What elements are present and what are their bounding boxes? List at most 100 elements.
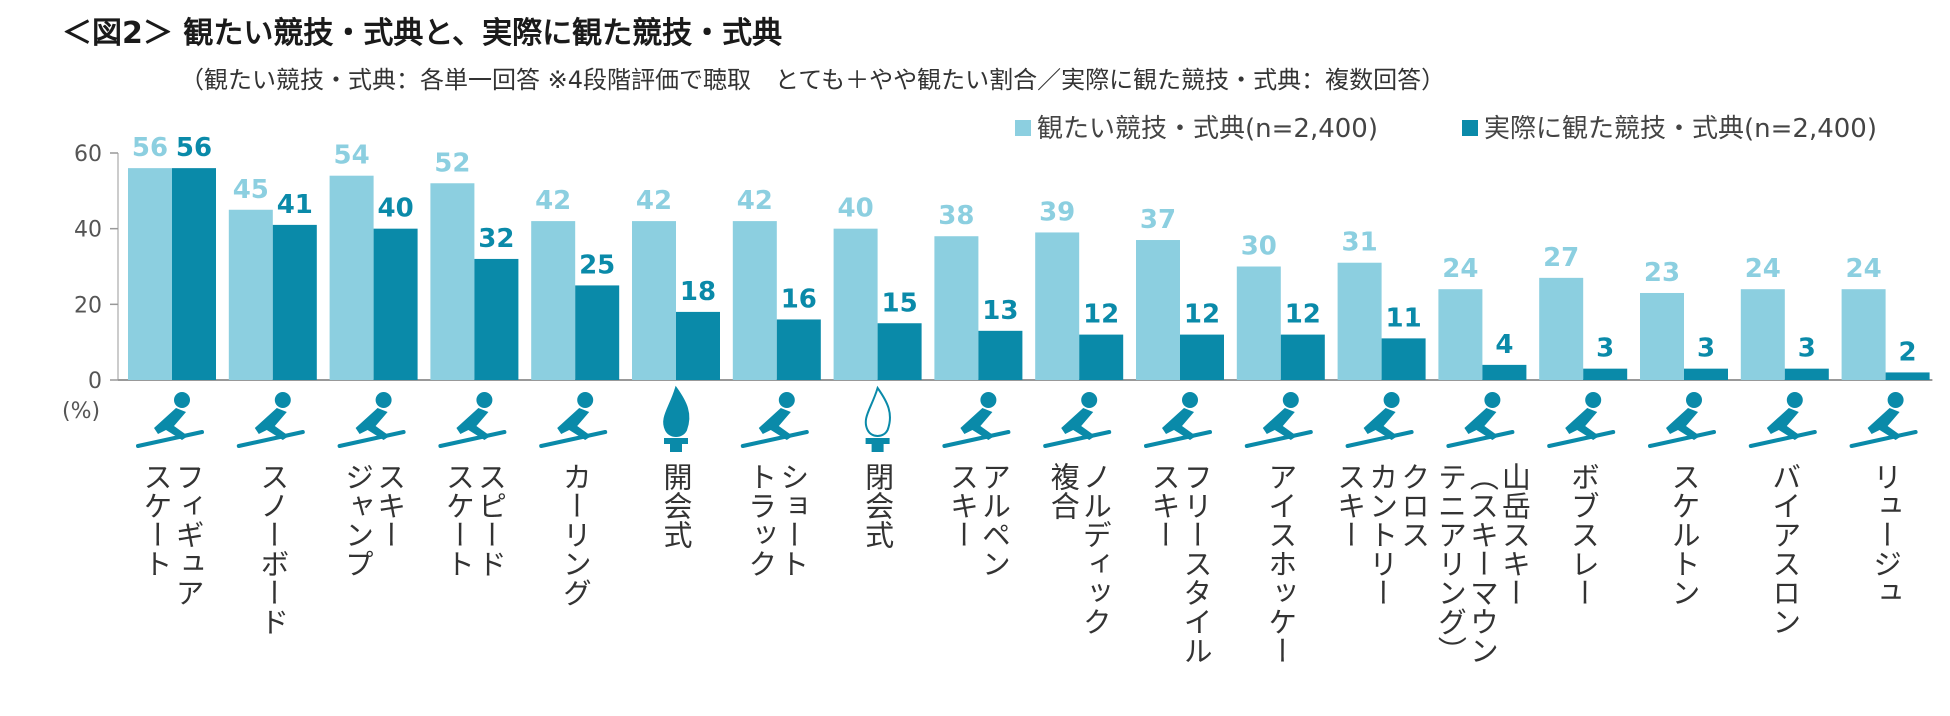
category-label: アイスホッケー	[1264, 462, 1298, 665]
bar-want-to-watch	[1740, 289, 1785, 380]
data-label-want: 54	[334, 141, 370, 171]
biathlon-icon	[1748, 392, 1817, 448]
bar-want-to-watch	[1136, 240, 1180, 380]
category-label: フリースタイル	[1179, 462, 1213, 665]
data-label-want: 24	[1846, 254, 1882, 284]
bar-want-to-watch	[1841, 289, 1886, 380]
category-label: スケート	[441, 462, 475, 578]
data-label-want: 45	[233, 175, 269, 205]
data-label-actual: 12	[1184, 300, 1220, 330]
chart-title: ＜図2＞ 観たい競技・式典と、実際に観た競技・式典	[62, 16, 783, 51]
luge-icon	[1849, 392, 1918, 448]
bar-want-to-watch	[531, 221, 576, 380]
data-label-want: 40	[838, 194, 874, 224]
bar-want-to-watch	[228, 209, 273, 380]
category-label: フィギュア	[171, 462, 205, 607]
bar-actually-watched	[373, 228, 418, 380]
bar-actually-watched	[1079, 334, 1124, 380]
category-label: スケート	[139, 462, 173, 578]
curling-icon	[539, 392, 608, 448]
data-label-want: 24	[1745, 254, 1781, 284]
category-label: ノルディック	[1078, 462, 1112, 636]
legend-label-actual: 実際に観た競技・式典(n=2,400)	[1484, 114, 1877, 144]
short-track-icon	[740, 392, 809, 448]
data-label-want: 30	[1241, 232, 1277, 262]
category-label: トラック	[744, 462, 778, 578]
y-tick-label: 0	[88, 369, 102, 394]
cross-country-skiing-icon	[1345, 392, 1414, 448]
ski-mountaineering-icon	[1446, 392, 1515, 448]
data-label-actual: 4	[1495, 330, 1513, 360]
axes: 0 20 40 60 (%)	[62, 142, 1933, 424]
bar-want-to-watch	[1640, 292, 1684, 380]
category-label: ジャンプ	[341, 462, 375, 578]
category-label: 複合	[1046, 462, 1080, 520]
data-label-actual: 40	[378, 194, 414, 224]
category-label: スキー	[373, 462, 407, 549]
data-label-actual: 3	[1697, 334, 1715, 364]
category-label: ショート	[776, 462, 810, 578]
y-tick-label: 20	[74, 293, 102, 318]
data-label-want: 42	[636, 186, 672, 216]
legend-swatch-actual	[1462, 120, 1478, 136]
alpine-skiing-icon	[942, 392, 1011, 448]
skeleton-icon	[1648, 392, 1716, 448]
data-label-actual: 3	[1798, 334, 1816, 364]
category-label: テニアリング）	[1433, 462, 1467, 665]
data-label-actual: 3	[1596, 334, 1614, 364]
flame-icon	[864, 385, 891, 452]
data-label-want: 23	[1644, 258, 1680, 288]
legend: 観たい競技・式典(n=2,400) 実際に観た競技・式典(n=2,400)	[1015, 114, 1877, 144]
category-label: ボブスレー	[1566, 462, 1600, 607]
bars	[128, 168, 1930, 380]
data-label-actual: 13	[982, 296, 1018, 326]
bar-actually-watched	[877, 323, 922, 380]
bar-actually-watched	[172, 168, 216, 380]
data-label-actual: 15	[882, 288, 918, 318]
bar-actually-watched	[676, 311, 720, 380]
bar-actually-watched	[1885, 372, 1930, 380]
category-label: スキー	[945, 462, 979, 549]
flame-icon	[663, 385, 690, 452]
bar-actually-watched	[474, 258, 519, 380]
bar-actually-watched	[1784, 368, 1829, 380]
category-label: アルペン	[977, 462, 1011, 578]
bar-want-to-watch	[1438, 289, 1483, 380]
category-label: カントリー	[1365, 462, 1399, 607]
data-label-actual: 18	[680, 277, 716, 307]
category-label: 閉会式	[861, 462, 895, 549]
data-label-actual: 11	[1386, 303, 1422, 333]
data-label-want: 52	[434, 148, 470, 178]
bar-actually-watched	[1583, 368, 1628, 380]
data-label-actual: 56	[176, 133, 212, 163]
data-labels: 56 56454154405232422542184216401538133912…	[132, 133, 1917, 367]
bar-want-to-watch	[934, 236, 979, 380]
bar-want-to-watch	[1337, 262, 1382, 380]
data-label-want: 42	[535, 186, 571, 216]
data-label-want: 31	[1342, 228, 1378, 258]
freestyle-skiing-icon	[1144, 392, 1212, 448]
data-label-want: 38	[938, 201, 974, 231]
ice-hockey-icon	[1244, 392, 1313, 448]
data-label-want: 39	[1039, 197, 1075, 227]
legend-swatch-want	[1015, 120, 1031, 136]
category-label: 開会式	[659, 462, 693, 549]
data-label-actual: 2	[1899, 337, 1917, 367]
data-label-want: 37	[1140, 205, 1176, 235]
bar-want-to-watch	[1236, 266, 1281, 380]
data-label-actual: 41	[277, 190, 313, 220]
bar-actually-watched	[272, 224, 317, 380]
bar-actually-watched	[776, 319, 821, 380]
data-label-actual: 16	[781, 284, 817, 314]
nordic-combined-icon	[1043, 392, 1112, 448]
data-label-want: 27	[1543, 243, 1579, 273]
bar-want-to-watch	[1539, 277, 1584, 380]
bar-want-to-watch	[128, 168, 172, 380]
category-label: バイアスロン	[1768, 462, 1802, 636]
bar-actually-watched	[978, 330, 1023, 380]
data-label-actual: 12	[1285, 300, 1321, 330]
bar-actually-watched	[1180, 334, 1224, 380]
y-tick-label: 60	[74, 142, 102, 167]
